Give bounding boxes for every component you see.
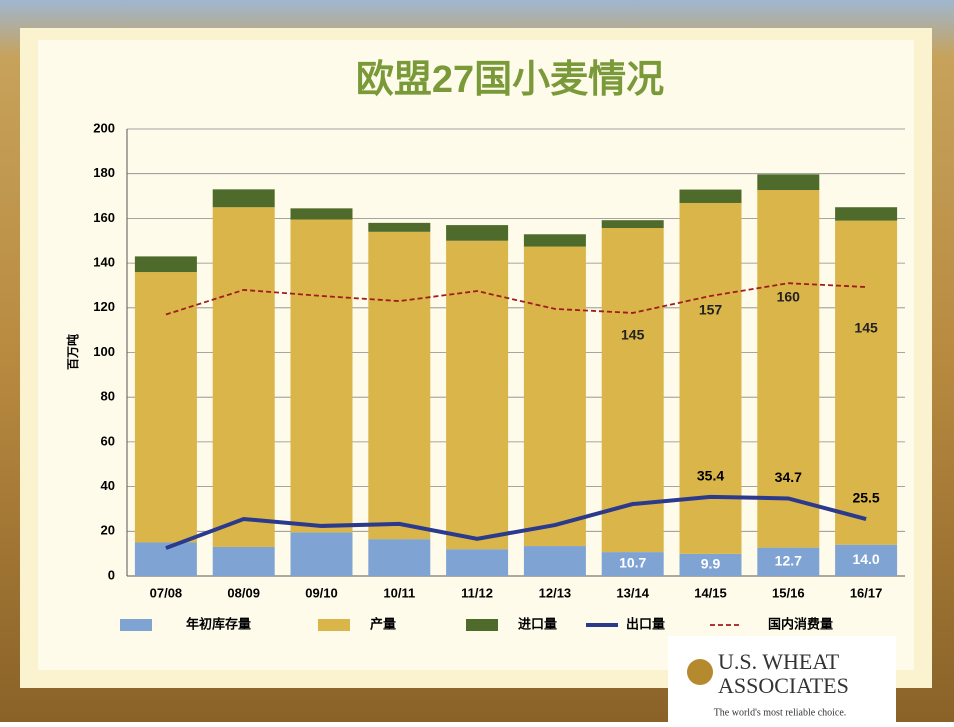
bar-segment bbox=[368, 222, 431, 232]
data-label: 160 bbox=[777, 289, 801, 305]
bar-segment bbox=[446, 549, 509, 576]
x-tick-label: 14/15 bbox=[694, 585, 727, 600]
bar-segment bbox=[212, 189, 275, 208]
x-tick-label: 15/16 bbox=[772, 585, 805, 600]
x-tick-label: 08/09 bbox=[227, 585, 260, 600]
legend-label: 进口量 bbox=[518, 616, 557, 631]
y-tick-label: 200 bbox=[93, 120, 115, 135]
x-tick-label: 16/17 bbox=[850, 585, 883, 600]
bar-segment bbox=[757, 547, 820, 576]
bar-segment bbox=[835, 207, 898, 221]
legend-label: 产量 bbox=[370, 616, 396, 631]
y-tick-label: 80 bbox=[101, 389, 115, 404]
bar-segment bbox=[290, 532, 353, 576]
bar-segment bbox=[446, 225, 509, 241]
bar-segment bbox=[290, 208, 353, 220]
y-tick-label: 140 bbox=[93, 255, 115, 270]
legend-label: 年初库存量 bbox=[186, 616, 251, 631]
data-label: 9.9 bbox=[701, 556, 721, 572]
y-tick-label: 0 bbox=[108, 567, 115, 582]
legend-swatch bbox=[120, 619, 152, 631]
y-tick-label: 100 bbox=[93, 344, 115, 359]
bar-segment bbox=[523, 546, 586, 576]
bar-segment bbox=[368, 231, 431, 540]
x-tick-label: 12/13 bbox=[539, 585, 572, 600]
data-label: 145 bbox=[621, 327, 645, 343]
logo-icon bbox=[687, 659, 713, 685]
x-tick-label: 13/14 bbox=[616, 585, 649, 600]
data-label: 12.7 bbox=[775, 553, 802, 569]
bar-segment bbox=[601, 228, 664, 553]
data-label: 34.7 bbox=[775, 469, 802, 485]
y-axis-label: 百万吨 bbox=[65, 334, 80, 370]
bar-segment bbox=[368, 539, 431, 576]
logo-text: U.S. WHEAT bbox=[718, 649, 840, 674]
data-label: 25.5 bbox=[852, 490, 879, 506]
y-tick-label: 40 bbox=[101, 478, 115, 493]
x-tick-label: 07/08 bbox=[150, 585, 183, 600]
bar-segment bbox=[757, 190, 820, 548]
bar-segment bbox=[679, 202, 742, 554]
logo-text: ASSOCIATES bbox=[718, 673, 849, 698]
bar-segment bbox=[835, 544, 898, 576]
bar-segment bbox=[523, 234, 586, 247]
bar-segment bbox=[446, 240, 509, 550]
bar-segment bbox=[835, 220, 898, 545]
logo-tagline: The world's most reliable choice. bbox=[714, 707, 847, 718]
bar-segment bbox=[523, 246, 586, 547]
legend-label: 出口量 bbox=[626, 616, 665, 631]
bar-segment bbox=[679, 189, 742, 203]
data-label: 14.0 bbox=[852, 551, 879, 567]
legend-label: 国内消费量 bbox=[768, 616, 833, 631]
bar-segment bbox=[134, 256, 197, 273]
bar-segment bbox=[212, 546, 275, 576]
x-tick-label: 11/12 bbox=[461, 585, 493, 600]
x-tick-label: 09/10 bbox=[305, 585, 338, 600]
y-tick-label: 180 bbox=[93, 165, 115, 180]
data-label: 145 bbox=[854, 319, 878, 335]
y-tick-label: 120 bbox=[93, 299, 115, 314]
bar-segment bbox=[679, 553, 742, 576]
data-label: 10.7 bbox=[619, 555, 646, 571]
x-tick-label: 10/11 bbox=[383, 585, 415, 600]
y-tick-label: 60 bbox=[101, 433, 115, 448]
line-series bbox=[165, 494, 867, 550]
legend-swatch bbox=[466, 619, 498, 631]
bar-segment bbox=[212, 207, 275, 547]
data-label: 35.4 bbox=[697, 468, 724, 484]
chart-title: 欧盟27国小麦情况 bbox=[356, 59, 664, 101]
legend-swatch bbox=[318, 619, 350, 631]
dashed-series bbox=[165, 282, 867, 316]
y-tick-label: 20 bbox=[101, 523, 115, 538]
y-tick-label: 160 bbox=[93, 210, 115, 225]
bar-segment bbox=[290, 219, 353, 533]
bar-segment bbox=[601, 220, 664, 229]
bar-segment bbox=[601, 552, 664, 576]
bar-segment bbox=[134, 272, 197, 543]
data-label: 157 bbox=[699, 302, 723, 318]
bar-segment bbox=[757, 174, 820, 191]
plot: 0 20 40 60 80 100 120 140 160 180 200 07/08 08/09 09/… bbox=[93, 120, 905, 631]
